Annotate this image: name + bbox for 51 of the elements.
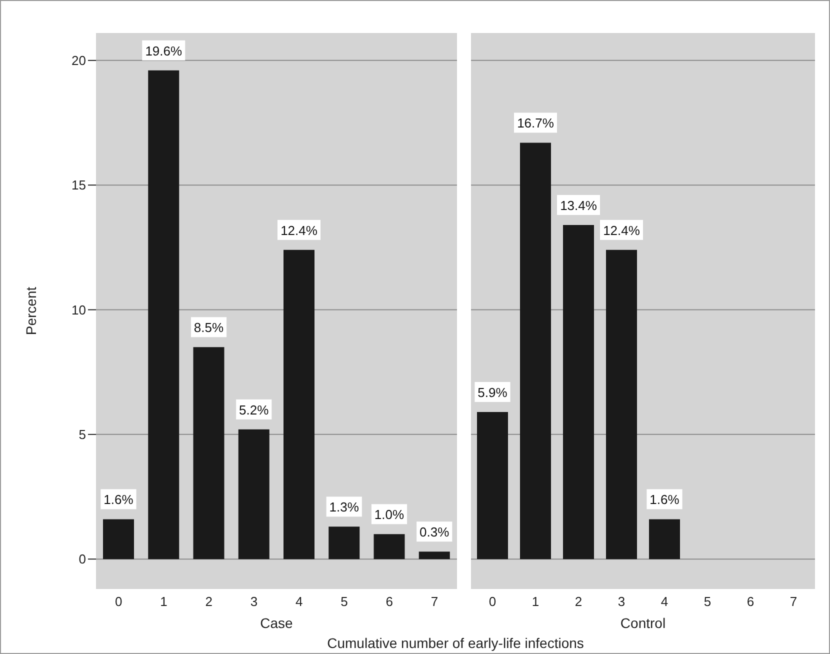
y-axis-title: Percent	[22, 286, 39, 336]
data-label: 5.2%	[239, 402, 270, 418]
data-label: 1.6%	[104, 492, 134, 508]
x-tick-label: 1	[532, 594, 540, 610]
bar	[606, 250, 637, 560]
x-tick-label: 2	[205, 594, 212, 610]
bar	[649, 519, 680, 560]
x-tick-label: 5	[704, 594, 712, 610]
bar	[418, 552, 450, 560]
bar	[193, 347, 224, 560]
x-tick-label: 6	[746, 594, 754, 610]
data-label: 12.4%	[603, 222, 640, 238]
data-label: 5.9%	[478, 384, 508, 400]
data-label: 1.0%	[374, 507, 404, 522]
y-tick-label: 15	[72, 178, 86, 193]
y-tick-label: 10	[72, 302, 86, 318]
data-label: 0.3%	[420, 524, 450, 540]
x-axis-title: Case	[259, 615, 294, 631]
x-tick-label: 4	[295, 594, 303, 610]
x-tick-label: 1	[160, 594, 168, 610]
x-tick-label: 7	[430, 594, 438, 610]
x-tick-label: 3	[250, 594, 258, 610]
x-tick-label: 5	[340, 594, 348, 610]
x-tick-label: 4	[660, 594, 668, 610]
bar	[477, 412, 508, 560]
data-label: 1.6%	[650, 492, 680, 508]
bar	[238, 429, 270, 560]
y-tick-label: 5	[78, 427, 86, 442]
data-label: 8.5%	[194, 320, 224, 336]
y-tick-label: 20	[72, 53, 86, 68]
text: Cumulative number of early-life infections	[326, 635, 585, 651]
bar	[328, 526, 360, 560]
data-label: 13.4%	[560, 198, 598, 213]
bar	[148, 70, 180, 560]
bar	[284, 250, 314, 560]
x-tick-label: 6	[386, 594, 393, 610]
y-tick-label: 0	[78, 552, 86, 567]
bar	[520, 142, 551, 560]
x-tick-label: 0	[114, 594, 122, 610]
data-label: 1.3%	[329, 500, 360, 515]
bar	[103, 519, 134, 560]
x-tick-label: 7	[790, 594, 798, 610]
bar	[374, 534, 405, 560]
x-tick-label: 0	[488, 594, 496, 610]
x-axis-title: Control	[619, 615, 667, 631]
x-tick-label: 3	[618, 594, 626, 610]
bar	[563, 224, 594, 560]
data-label: 12.4%	[280, 222, 318, 238]
data-label: 16.7%	[517, 116, 554, 131]
x-tick-label: 2	[574, 594, 582, 610]
data-label: 19.6%	[145, 43, 182, 58]
